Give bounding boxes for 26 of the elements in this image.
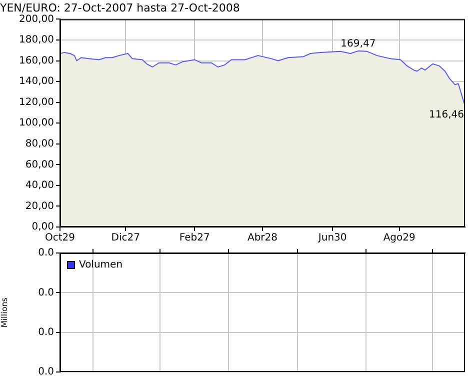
annotation: 169,47 [340,38,376,50]
y-tick-label: 0.0 [38,248,54,259]
y-tick-label: 140,00 [19,76,54,88]
y-tick-label: 20,00 [25,200,54,212]
y-tick-label: 0.0 [38,366,54,378]
y-tick-label: 0,00 [32,222,54,233]
x-tick-label: Ago29 [383,232,416,244]
x-tick-label: Oct29 [44,232,76,244]
y-tick-label: 60,00 [25,159,54,170]
y-tick-label: 0.0 [38,287,54,298]
y-tick-label: 100,00 [19,118,54,129]
y-tick-label: 40,00 [25,180,54,192]
y-tick-label: 180,00 [19,34,54,46]
chart-title: YEN/EURO: 27-Oct-2007 hasta 27-Oct-2008 [0,1,240,14]
y-tick-label: 80,00 [25,138,54,150]
annotation: 116,46 [429,110,464,121]
legend-label: Volumen [79,260,123,271]
y-tick-label: 0.0 [38,326,54,338]
x-tick-label: Jun30 [317,232,347,244]
x-tick-label: Feb27 [179,232,210,244]
y-tick-label: 200,00 [19,14,54,25]
y-tick-label: 120,00 [19,96,54,108]
x-tick-label: Abr28 [247,232,278,244]
x-tick-label: Dic27 [111,232,140,244]
y-axis-title: Millions [0,298,9,328]
y-tick-label: 160,00 [19,55,54,66]
